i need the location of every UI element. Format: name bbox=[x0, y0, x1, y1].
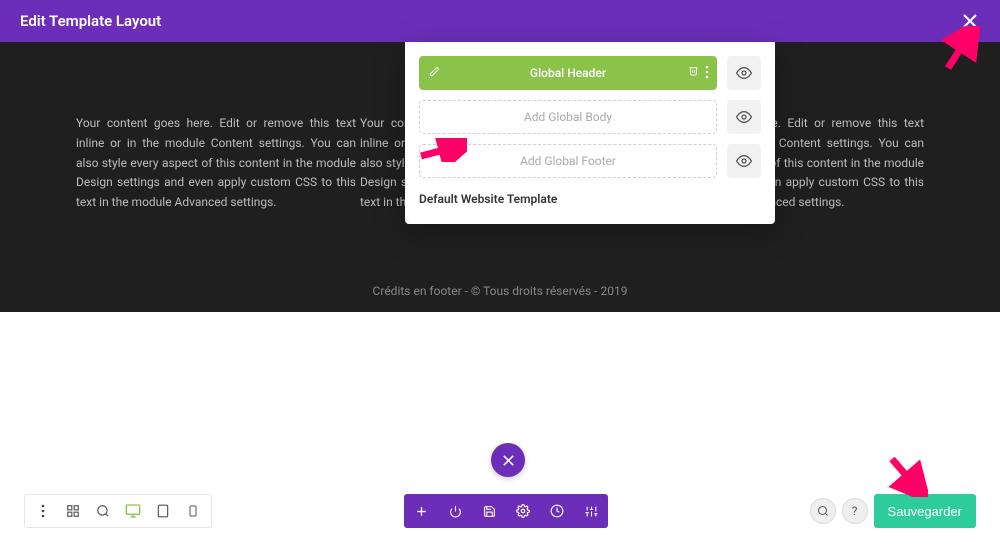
trash-icon[interactable] bbox=[688, 65, 699, 82]
annotation-arrow-mid bbox=[417, 138, 467, 162]
template-panel: Global Header Add Global Body Add Global… bbox=[405, 42, 775, 224]
wireframe-button[interactable] bbox=[59, 497, 87, 525]
pencil-icon bbox=[429, 66, 440, 80]
right-controls: ? Sauvegarder bbox=[810, 494, 976, 528]
help-button[interactable]: ? bbox=[842, 498, 868, 524]
page-title: Edit Template Layout bbox=[20, 12, 161, 30]
annotation-arrow-bottom bbox=[884, 453, 928, 497]
template-header-slot[interactable]: Global Header bbox=[419, 56, 717, 90]
menu-button[interactable] bbox=[29, 497, 57, 525]
zoom-button[interactable] bbox=[89, 497, 117, 525]
template-footer-label: Add Global Footer bbox=[520, 154, 616, 168]
visibility-toggle-footer[interactable] bbox=[727, 144, 761, 178]
save-button[interactable]: Sauvegarder bbox=[874, 494, 976, 528]
annotation-arrow-top bbox=[940, 26, 980, 76]
tablet-view-button[interactable] bbox=[149, 497, 177, 525]
bottom-toolbar bbox=[404, 494, 608, 528]
visibility-toggle-body[interactable] bbox=[727, 100, 761, 134]
topbar: Edit Template Layout bbox=[0, 0, 1000, 42]
left-toolbar bbox=[24, 494, 212, 528]
save-button-toolbar[interactable] bbox=[472, 494, 506, 528]
template-body-slot[interactable]: Add Global Body bbox=[419, 100, 717, 134]
settings-button[interactable] bbox=[506, 494, 540, 528]
sliders-button[interactable] bbox=[574, 494, 608, 528]
footer-credits: Crédits en footer - © Tous droits réserv… bbox=[0, 284, 1000, 298]
template-body-label: Add Global Body bbox=[524, 110, 612, 124]
template-header-label: Global Header bbox=[530, 66, 606, 80]
zoom-circle-button[interactable] bbox=[810, 498, 836, 524]
desktop-view-button[interactable] bbox=[119, 497, 147, 525]
power-button[interactable] bbox=[438, 494, 472, 528]
more-icon[interactable] bbox=[705, 65, 709, 82]
content-col-left[interactable]: Your content goes here. Edit or remove t… bbox=[76, 114, 356, 213]
template-name-label: Default Website Template bbox=[419, 188, 761, 210]
visibility-toggle-header[interactable] bbox=[727, 56, 761, 90]
add-button[interactable] bbox=[404, 494, 438, 528]
history-button[interactable] bbox=[540, 494, 574, 528]
fab-close-button[interactable] bbox=[491, 443, 525, 477]
mobile-view-button[interactable] bbox=[179, 497, 207, 525]
